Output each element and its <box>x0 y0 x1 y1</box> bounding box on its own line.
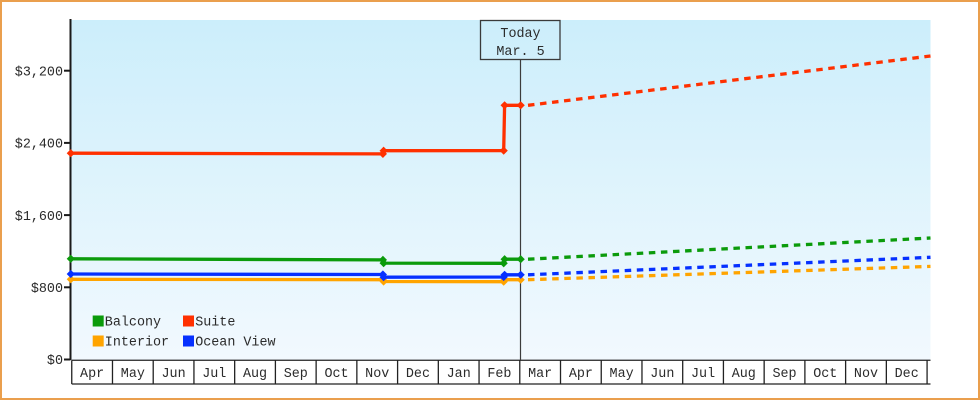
svg-text:Dec: Dec <box>406 367 430 382</box>
svg-text:$3,200: $3,200 <box>15 65 63 80</box>
svg-text:Aug: Aug <box>732 367 756 382</box>
svg-text:Apr: Apr <box>80 367 104 382</box>
svg-text:May: May <box>121 367 145 382</box>
svg-text:Jun: Jun <box>650 367 674 382</box>
svg-text:Feb: Feb <box>487 367 511 382</box>
svg-text:Nov: Nov <box>365 367 389 382</box>
svg-text:Oct: Oct <box>813 367 837 382</box>
svg-text:Jan: Jan <box>447 367 471 382</box>
svg-text:Ocean View: Ocean View <box>195 336 275 351</box>
svg-text:Mar. 5: Mar. 5 <box>496 45 544 60</box>
svg-text:Interior: Interior <box>105 336 169 351</box>
svg-text:Jun: Jun <box>162 367 186 382</box>
svg-text:Aug: Aug <box>243 367 267 382</box>
svg-text:Sep: Sep <box>284 367 308 382</box>
svg-text:Oct: Oct <box>324 367 348 382</box>
svg-text:Apr: Apr <box>569 367 593 382</box>
svg-text:$800: $800 <box>31 282 63 297</box>
svg-text:$2,400: $2,400 <box>15 138 63 153</box>
svg-text:May: May <box>610 367 634 382</box>
svg-text:Suite: Suite <box>195 316 235 331</box>
svg-text:Nov: Nov <box>854 367 878 382</box>
svg-text:$0: $0 <box>47 354 63 369</box>
svg-text:Sep: Sep <box>772 367 796 382</box>
svg-text:Jul: Jul <box>202 367 226 382</box>
svg-text:Mar: Mar <box>528 367 552 382</box>
svg-text:$1,600: $1,600 <box>15 210 63 225</box>
svg-text:Dec: Dec <box>895 367 919 382</box>
svg-text:Today: Today <box>500 27 540 42</box>
svg-text:Balcony: Balcony <box>105 316 161 331</box>
svg-text:Jul: Jul <box>691 367 715 382</box>
